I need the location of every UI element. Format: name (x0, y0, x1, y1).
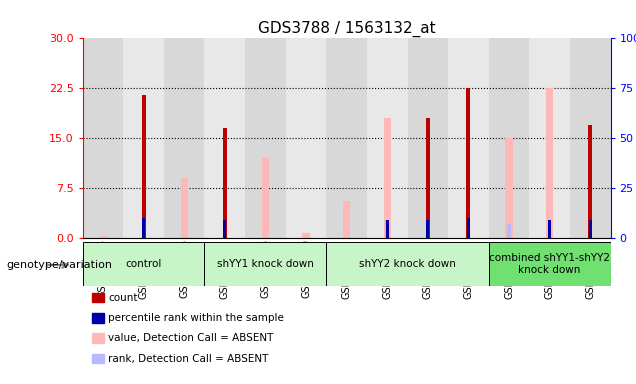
Bar (548, 220, 551, 238)
Text: genotype/variation: genotype/variation (6, 260, 113, 270)
Bar (83, 242, 205, 286)
Bar (83, 38, 123, 238)
Bar (181, 178, 188, 238)
Text: percentile rank within the sample: percentile rank within the sample (108, 313, 284, 323)
Bar (245, 38, 286, 238)
Bar (488, 38, 529, 238)
Text: combined shYY1-shYY2
knock down: combined shYY1-shYY2 knock down (489, 253, 610, 275)
Bar (507, 224, 511, 238)
Bar (467, 218, 470, 238)
Bar (408, 38, 448, 238)
Bar (326, 38, 367, 238)
Bar (385, 220, 389, 238)
Bar (142, 218, 145, 238)
Bar (488, 242, 611, 286)
Text: rank, Detection Call = ABSENT: rank, Detection Call = ABSENT (108, 354, 268, 364)
Bar (529, 38, 570, 238)
Text: count: count (108, 293, 137, 303)
Bar (164, 38, 205, 238)
Bar (286, 38, 326, 238)
Bar (425, 118, 430, 238)
Bar (367, 38, 408, 238)
Bar (99, 236, 107, 238)
Bar (448, 38, 488, 238)
Bar (123, 38, 164, 238)
Text: shYY2 knock down: shYY2 knock down (359, 259, 456, 269)
Bar (570, 38, 611, 238)
Text: value, Detection Call = ABSENT: value, Detection Call = ABSENT (108, 333, 273, 343)
Bar (385, 220, 389, 238)
Text: shYY1 knock down: shYY1 knock down (217, 259, 314, 269)
Bar (205, 38, 245, 238)
Bar (262, 158, 269, 238)
Bar (506, 138, 513, 238)
Title: GDS3788 / 1563132_at: GDS3788 / 1563132_at (258, 21, 436, 37)
Bar (466, 88, 471, 238)
Bar (546, 88, 553, 238)
Bar (142, 95, 146, 238)
Text: control: control (125, 259, 162, 269)
Bar (326, 242, 488, 286)
Bar (205, 242, 326, 286)
Bar (302, 233, 310, 238)
Bar (223, 128, 227, 238)
Bar (384, 118, 391, 238)
Bar (223, 220, 226, 238)
Bar (588, 125, 592, 238)
Bar (343, 202, 350, 238)
Bar (589, 220, 592, 238)
Bar (426, 220, 429, 238)
